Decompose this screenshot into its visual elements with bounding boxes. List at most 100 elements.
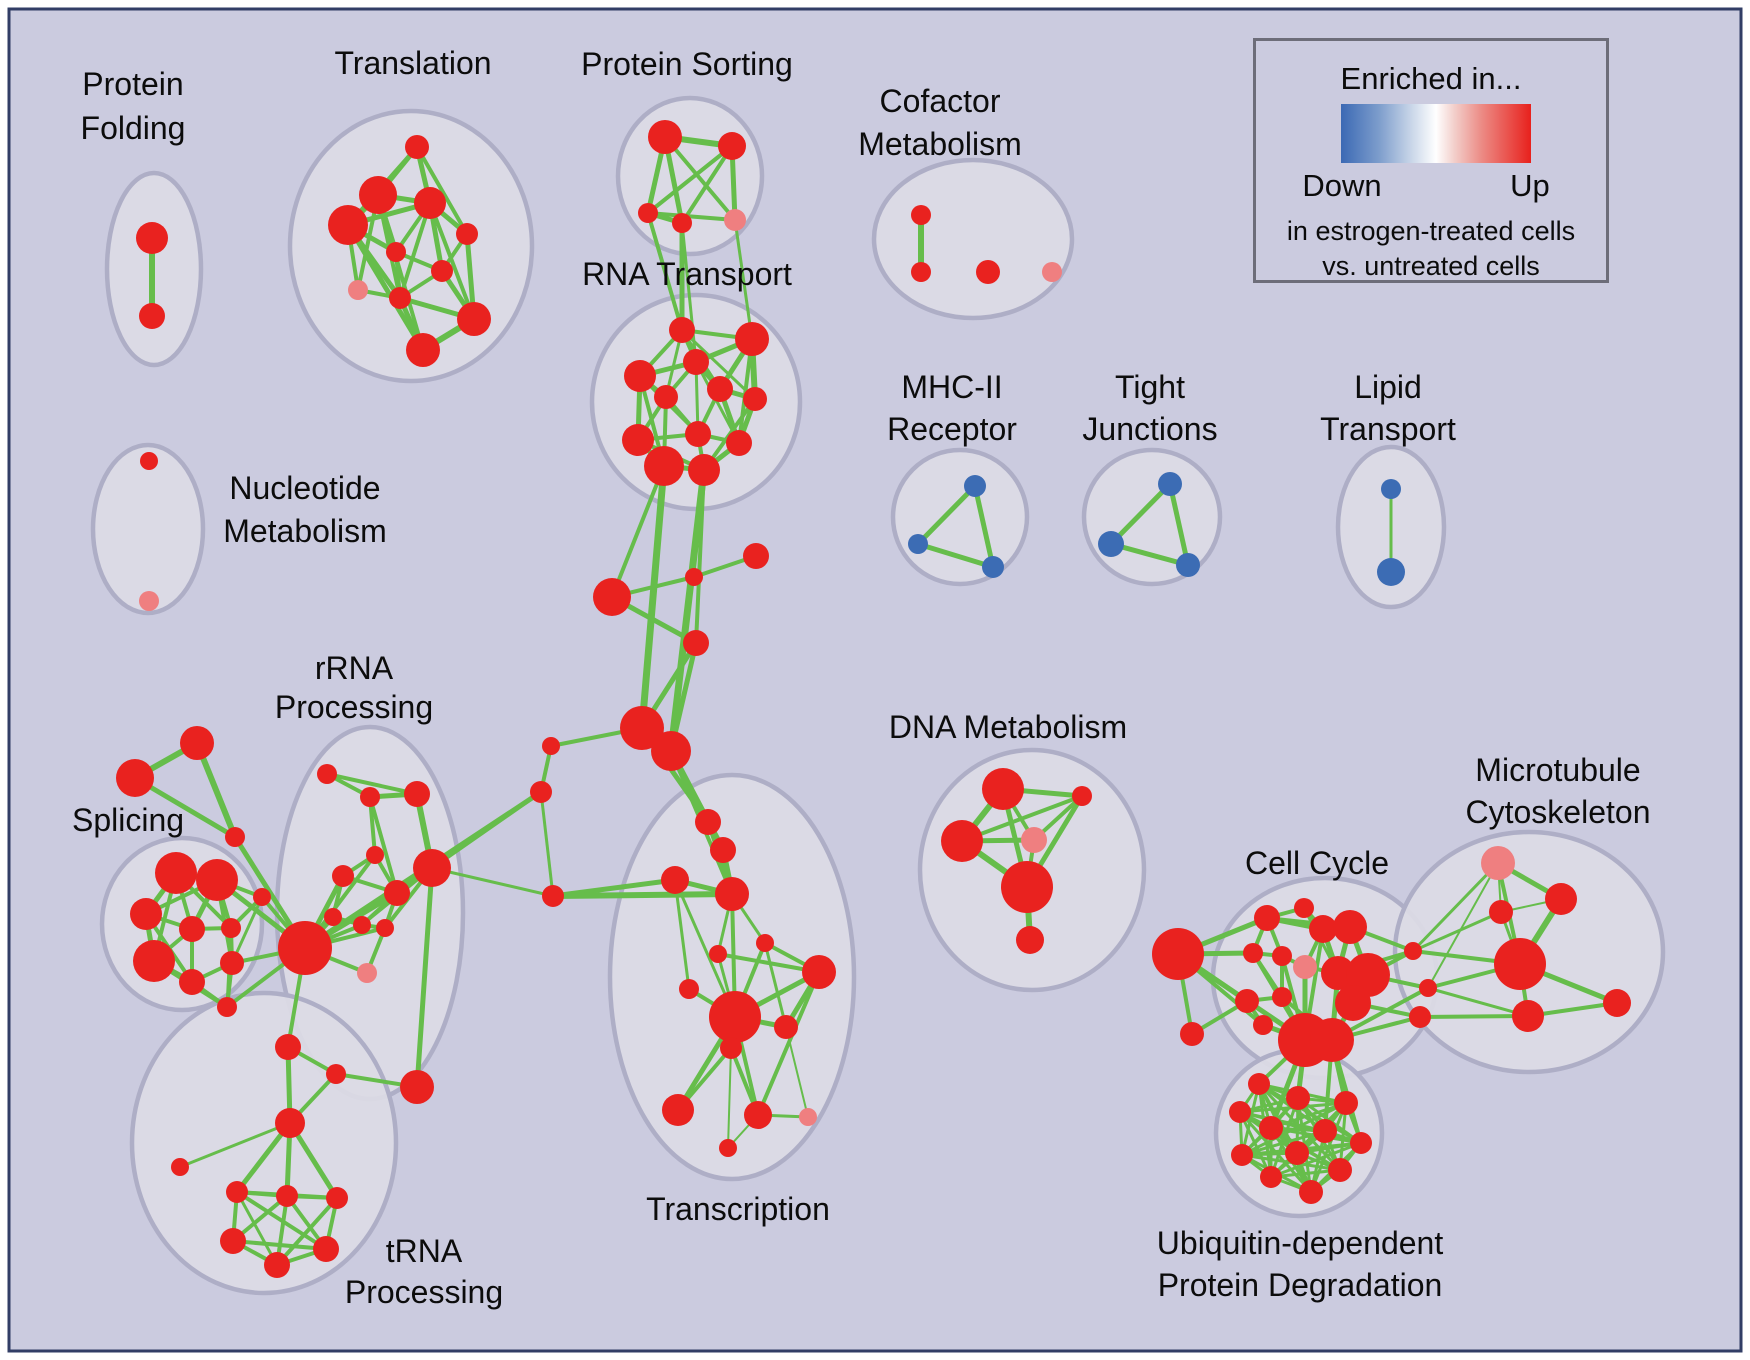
edge-translation [415,145,469,236]
edge-trna-processing [178,1121,292,1169]
node-ubiquitin-degradation-8 [1285,1141,1309,1165]
node-cell-cycle-11 [1335,985,1371,1021]
node-protein-sorting-3 [672,213,692,233]
node-ubiquitin-degradation-6 [1350,1132,1372,1154]
node-trna-processing-0 [275,1034,301,1060]
node-translation-0 [405,135,429,159]
node-trna-processing-2 [275,1108,305,1138]
legend: Enriched in... Down Up in estrogen-treat… [1253,38,1609,283]
cluster-label-transcription: Transcription [646,1191,830,1227]
node-protein-folding-0 [136,222,168,254]
node-cell-cycle-5 [1333,910,1367,944]
node-cell-cycle-9 [1321,956,1355,990]
node-rna-transport-9 [726,430,752,456]
node-transcription-9 [774,1015,798,1039]
edge-protein-sorting [680,144,734,225]
node-cell-cycle-16 [1310,1018,1354,1062]
node-ubiquitin-degradation-10 [1260,1166,1282,1188]
cluster-ellipse-cofactor-metabolism [871,157,1075,321]
node-translation-9 [457,302,491,336]
inter-cluster-edge [430,866,555,898]
node-cell-cycle-12 [1235,989,1259,1013]
node-translation-1 [359,176,397,214]
edge-rrna-processing [325,772,419,796]
node-transcription-3 [715,877,749,911]
cluster-label-rrna-processing: rRNA [315,650,394,686]
node-rrna-processing-7 [384,880,410,906]
cluster-label-rrna-processing: Processing [275,689,433,725]
inter-cluster-edge [646,211,684,332]
node-translation-7 [348,280,368,300]
edge-rna-transport [694,360,741,445]
cluster-label-lipid-transport: Lipid [1354,369,1422,405]
inter-cluster-edge [1426,986,1530,1018]
cluster-label-nucleotide-metabolism: Metabolism [223,513,387,549]
node-splicing-11 [220,951,244,975]
node-cell-cycle-0 [1152,928,1204,980]
cluster-label-tight-junctions: Tight [1115,369,1185,405]
node-splicing-6 [179,916,205,942]
node-rna-transport-8 [622,424,654,456]
cluster-label-microtubule-cytoskeleton: Cytoskeleton [1466,794,1651,830]
cluster-label-dna-metabolism: DNA Metabolism [889,709,1127,745]
node-rrna-processing-12 [400,1070,434,1104]
inter-cluster-edge [430,790,543,870]
node-cell-cycle-14 [1253,1015,1273,1035]
node-rna-transport-4 [707,376,733,402]
node-ubiquitin-degradation-7 [1231,1144,1253,1166]
edge-transcription [727,1047,732,1149]
cluster-label-translation: Translation [334,45,491,81]
node-rna-transport-6 [743,387,767,411]
node-mhc-ii-receptor-1 [908,534,928,554]
node-connectors-2 [685,568,703,586]
node-transcription-14 [719,1139,737,1157]
node-transcription-11 [662,1094,694,1126]
inter-cluster-edge [733,218,754,341]
node-dna-metabolism-2 [941,820,983,862]
node-trna-processing-7 [220,1228,246,1254]
node-connectors-8 [530,781,552,803]
edge-protein-sorting [646,144,734,215]
cluster-label-cell-cycle: Cell Cycle [1245,845,1389,881]
node-dna-metabolism-1 [1072,786,1092,806]
node-nucleotide-metabolism-1 [139,591,159,611]
node-splicing-1 [180,726,214,760]
edge-connectors [539,790,555,898]
node-microtubule-cytoskeleton-3 [1494,938,1546,990]
cluster-label-lipid-transport: Transport [1320,411,1456,447]
node-translation-5 [386,242,406,262]
node-translation-10 [406,333,440,367]
node-cell-cycle-18 [1419,979,1437,997]
node-protein-sorting-0 [648,120,682,154]
node-tight-junctions-0 [1158,472,1182,496]
node-transcription-2 [661,866,689,894]
edge-transcription [673,878,691,991]
cluster-label-protein-folding: Folding [81,110,186,146]
node-translation-8 [389,287,411,309]
node-rrna-processing-11 [357,963,377,983]
cluster-label-nucleotide-metabolism: Nucleotide [229,470,380,506]
edge-protein-sorting [663,135,737,222]
edge-tight-junctions [1167,481,1191,568]
cluster-label-tight-junctions: Junctions [1082,411,1217,447]
node-rna-transport-11 [688,454,720,486]
node-rna-transport-0 [669,317,695,343]
node-ubiquitin-degradation-2 [1334,1091,1358,1115]
node-splicing-9 [133,940,175,982]
node-splicing-0 [116,759,154,797]
node-mhc-ii-receptor-0 [964,475,986,497]
inter-cluster-edge [1411,910,1503,953]
node-dna-metabolism-4 [1001,861,1053,913]
cluster-label-ubiquitin-degradation: Protein Degradation [1158,1267,1443,1303]
legend-scale: Down Up [1296,168,1576,204]
node-microtubule-cytoskeleton-4 [1512,1000,1544,1032]
node-microtubule-cytoskeleton-1 [1545,883,1577,915]
edge-trna-processing [235,1190,279,1267]
node-nucleotide-metabolism-0 [140,452,158,470]
node-trna-processing-9 [264,1252,290,1278]
node-transcription-13 [799,1108,817,1126]
node-splicing-7 [221,918,241,938]
node-trna-processing-6 [326,1187,348,1209]
edge-splicing [230,895,264,965]
node-ubiquitin-degradation-11 [1299,1180,1323,1204]
